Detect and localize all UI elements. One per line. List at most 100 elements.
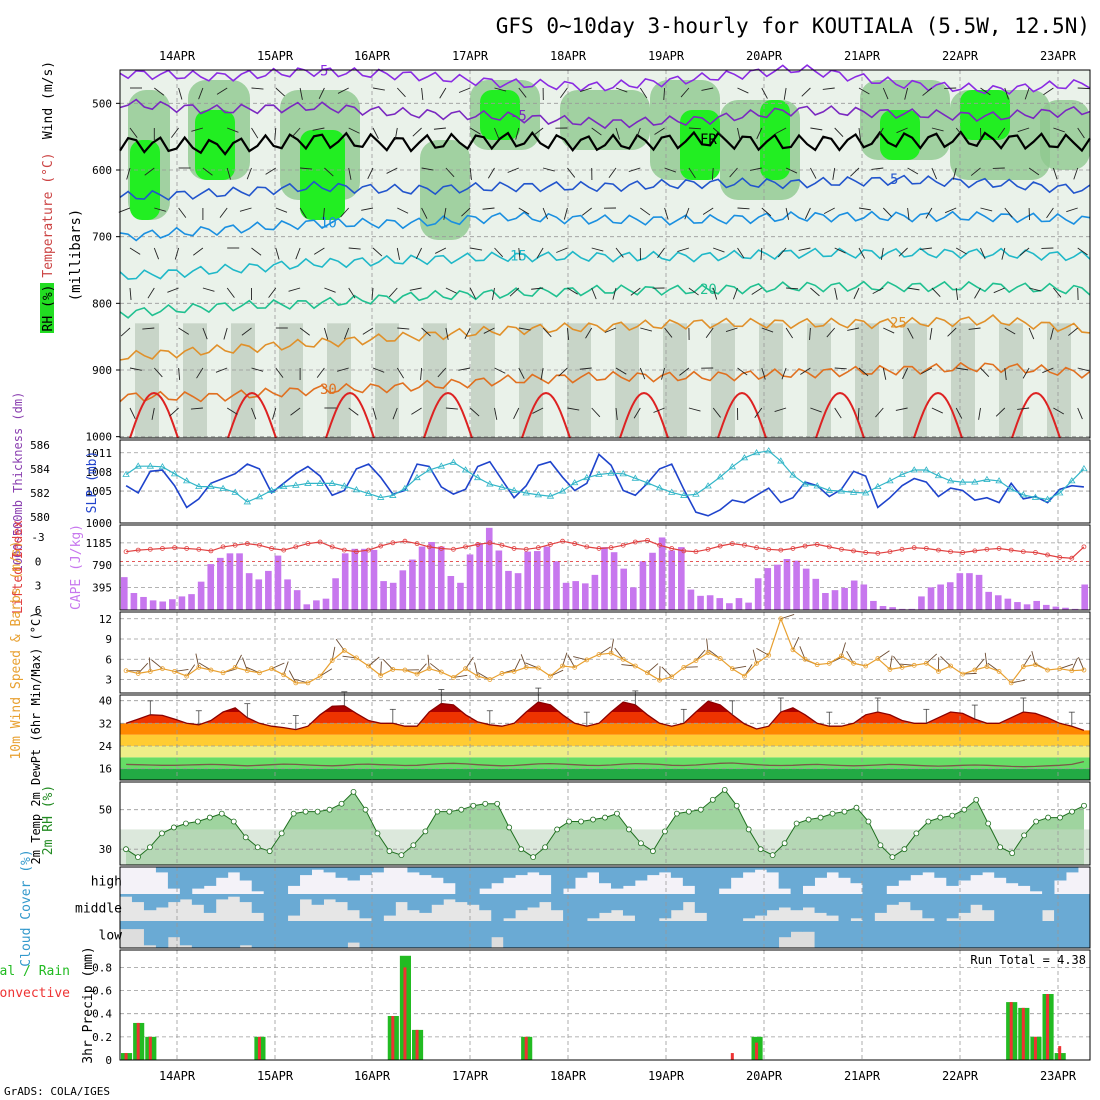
slp-point bbox=[946, 477, 955, 484]
date-label-top: 19APR bbox=[648, 49, 685, 63]
wind-barb bbox=[615, 87, 628, 93]
rh-saturated-area bbox=[880, 110, 920, 160]
wind-barb bbox=[563, 207, 568, 220]
cloud-bar bbox=[167, 921, 181, 938]
rh-point bbox=[697, 806, 704, 813]
wind-speed-point bbox=[123, 668, 129, 674]
wind-barb bbox=[215, 367, 228, 373]
cape-bar bbox=[274, 555, 282, 610]
wind-barb bbox=[882, 87, 889, 100]
slp-point bbox=[825, 486, 834, 493]
li-point bbox=[584, 544, 590, 550]
wind-barb bbox=[392, 407, 398, 420]
wind-barb bbox=[219, 207, 228, 218]
rh-point bbox=[961, 806, 968, 813]
wind-barb bbox=[1024, 87, 1030, 100]
cape-bar bbox=[572, 581, 579, 610]
cape-bar bbox=[1071, 608, 1079, 610]
wind-barb bbox=[421, 327, 431, 337]
wind-barb bbox=[688, 287, 699, 296]
cloud-bar bbox=[239, 921, 253, 946]
wind-barb bbox=[712, 287, 718, 300]
cloud-bar bbox=[227, 867, 241, 873]
slp-point bbox=[692, 490, 700, 497]
cloud-bar bbox=[239, 867, 253, 881]
cloud-bar bbox=[646, 921, 660, 948]
isotherm-label: 5 bbox=[890, 172, 898, 188]
wind-barb bbox=[1019, 247, 1030, 256]
wind-speed-point bbox=[184, 673, 190, 679]
wind-barb bbox=[980, 87, 991, 96]
cloud-bar bbox=[1030, 867, 1043, 892]
wind-barb bbox=[241, 327, 252, 336]
rh-lowlevel-area bbox=[759, 323, 783, 438]
wind-barb bbox=[968, 327, 981, 330]
li-point bbox=[1069, 555, 1075, 561]
cloud-bar bbox=[898, 921, 911, 948]
wind-barb bbox=[902, 367, 909, 380]
wind-barb bbox=[858, 127, 861, 140]
wind-barb bbox=[760, 247, 763, 261]
precip-convective-bar bbox=[136, 1022, 140, 1060]
cloud-bar bbox=[275, 894, 289, 921]
wind-barb bbox=[664, 327, 673, 338]
li-point bbox=[208, 548, 214, 554]
wind-speed-point bbox=[766, 652, 772, 658]
wind-speed-point bbox=[160, 666, 165, 672]
slp-point bbox=[813, 482, 821, 489]
wind-speed-point bbox=[572, 664, 578, 670]
slp-point bbox=[292, 481, 300, 488]
cape-bar bbox=[889, 607, 896, 610]
wind-barb bbox=[340, 207, 350, 218]
cloud-bar bbox=[982, 921, 995, 948]
li-point bbox=[960, 550, 966, 555]
slp-point bbox=[279, 482, 288, 490]
cape-bar bbox=[533, 551, 541, 610]
cloud-bar bbox=[1006, 894, 1019, 921]
cloud-bar bbox=[1018, 867, 1031, 886]
rh-point bbox=[362, 806, 369, 813]
wind-barb bbox=[288, 287, 301, 292]
wind-barb bbox=[1077, 247, 1088, 256]
wind-barb bbox=[974, 287, 981, 299]
wind-barb bbox=[896, 127, 908, 134]
wind-barb bbox=[239, 207, 252, 212]
slp-point bbox=[158, 463, 167, 470]
wind-tick-label: 9 bbox=[105, 633, 112, 646]
li-tick-label: 3 bbox=[35, 580, 42, 593]
wind-barb bbox=[275, 247, 280, 260]
date-label-bottom: 16APR bbox=[354, 1069, 391, 1083]
cloud-bar bbox=[874, 894, 887, 913]
cloud-bar bbox=[251, 921, 265, 948]
cloud-bar bbox=[299, 921, 313, 948]
cloud-bar bbox=[1066, 921, 1079, 948]
wind-barb bbox=[834, 407, 842, 419]
cloud-bar bbox=[515, 894, 528, 911]
wind-barb bbox=[198, 87, 204, 100]
panel-frame bbox=[119, 866, 1091, 949]
isotherm-line bbox=[119, 98, 1091, 130]
cloud-bar bbox=[443, 921, 456, 948]
wind-barb bbox=[275, 87, 286, 97]
slp-point bbox=[607, 469, 615, 476]
temp-band bbox=[120, 757, 1090, 769]
rh-point bbox=[973, 796, 980, 803]
wind-speed-point bbox=[135, 671, 141, 676]
wind-barb bbox=[487, 167, 495, 179]
cloud-bar bbox=[167, 894, 181, 903]
date-label-bottom: 21APR bbox=[844, 1069, 881, 1083]
date-label-top: 18APR bbox=[550, 49, 587, 63]
wind-barb bbox=[415, 247, 423, 259]
rh-saturated-area bbox=[480, 90, 520, 140]
slp-point bbox=[207, 482, 215, 490]
cloud-bar bbox=[718, 894, 732, 921]
li-tick-label: -3 bbox=[31, 531, 44, 544]
li-point bbox=[305, 541, 311, 547]
wind-speed-point bbox=[438, 669, 444, 675]
wind-speed-point bbox=[790, 647, 796, 653]
cloud-bar bbox=[191, 894, 205, 905]
isotherm-line bbox=[119, 130, 1091, 156]
slp-point bbox=[1019, 491, 1028, 498]
cloud-bar bbox=[155, 921, 169, 948]
